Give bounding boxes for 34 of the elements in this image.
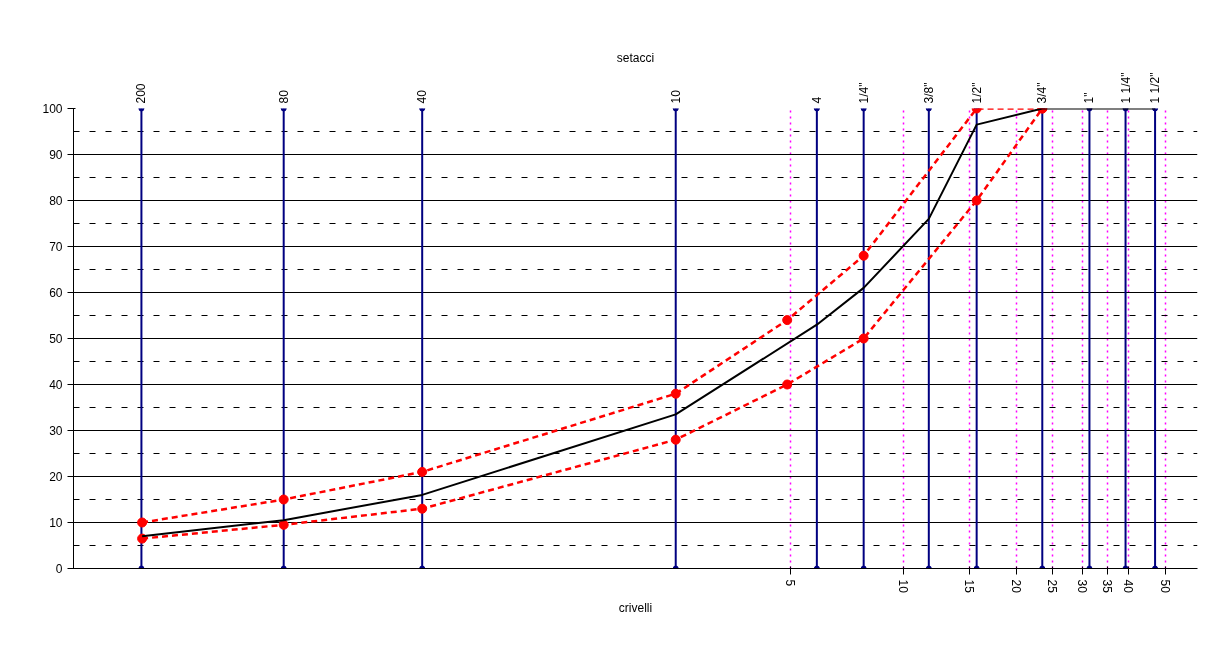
text: 1" <box>1082 92 1097 104</box>
y-tick-label: 60 <box>49 286 63 300</box>
x-tick-label: 35 <box>1099 579 1114 594</box>
text: 1 1/4" <box>1118 72 1133 104</box>
x-tick-label: 5 <box>782 579 797 587</box>
x-tick-label: 40 <box>1121 579 1136 594</box>
text: 1 1/2" <box>1148 72 1163 104</box>
text: 200 <box>134 83 149 104</box>
y-tick-label: 10 <box>49 516 63 530</box>
x-tick-label: 20 <box>1008 579 1023 594</box>
text: 1/2" <box>969 82 984 104</box>
text: 3/8" <box>921 82 936 104</box>
text: 1/4" <box>856 82 871 104</box>
y-tick-label: 90 <box>49 148 63 162</box>
text: 10 <box>668 89 683 104</box>
y-tick-label: 20 <box>49 470 63 484</box>
x-axis-title: crivelli <box>618 600 653 615</box>
y-tick-label: 40 <box>49 378 63 392</box>
text: 80 <box>276 89 291 104</box>
text: 4 <box>809 96 824 104</box>
y-tick-label: 0 <box>55 562 63 576</box>
y-tick-label: 100 <box>42 102 63 116</box>
x-tick-label: 10 <box>895 579 910 594</box>
text: 3/4" <box>1035 82 1050 104</box>
y-tick-label: 50 <box>49 332 63 346</box>
x-tick-label: 30 <box>1074 579 1089 594</box>
y-tick-label: 30 <box>49 424 63 438</box>
x-tick-label: 50 <box>1157 579 1172 594</box>
text: 40 <box>415 89 430 104</box>
x-tick-label: 15 <box>961 579 976 594</box>
text: setacci <box>616 50 655 65</box>
y-tick-label: 80 <box>49 194 63 208</box>
y-tick-label: 70 <box>49 240 63 254</box>
x-tick-label: 25 <box>1044 579 1059 594</box>
